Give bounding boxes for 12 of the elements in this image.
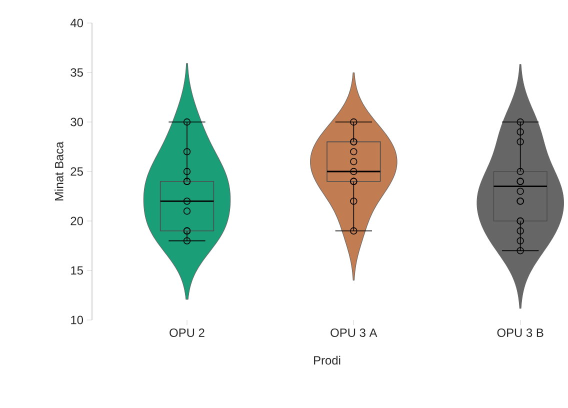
x-tick-label: OPU 3 B <box>497 328 544 337</box>
y-tick-label: 40 <box>70 18 84 28</box>
y-tick-label: 10 <box>71 316 84 324</box>
y-tick-label: 35 <box>70 68 83 77</box>
y-tick-label: 20 <box>70 216 84 226</box>
y-tick-label: 25 <box>70 167 83 176</box>
x-tick-label: OPU 3 A <box>330 328 378 337</box>
x-axis-title: Prodi <box>314 356 340 365</box>
x-tick-label: OPU 2 <box>170 328 204 337</box>
y-tick-label: 30 <box>70 118 84 126</box>
y-axis-title: Minat Baca <box>54 142 64 200</box>
y-tick-label: 15 <box>71 266 83 275</box>
